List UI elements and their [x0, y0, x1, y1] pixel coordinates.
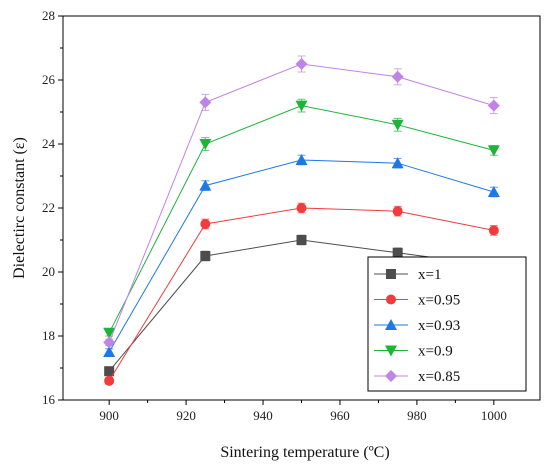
y-tick-label: 28	[42, 8, 55, 23]
data-point	[391, 157, 404, 169]
data-point	[487, 186, 500, 197]
x-tick-label: 1000	[481, 408, 507, 423]
data-point	[487, 145, 500, 157]
axes-layer: 900 920 940 960 980 1000 16 18 20 22 24 26 28	[42, 8, 541, 423]
data-point	[103, 327, 116, 339]
legend-box	[367, 256, 527, 392]
y-tick-label: 24	[42, 136, 56, 151]
legend: x=1 x=0.95 x=0.93 x=0.9 x=0.85	[367, 256, 527, 392]
y-axis-title: Dielectirc constant (ε)	[11, 137, 28, 279]
legend-label: x=0.85	[418, 369, 460, 385]
y-tick-label: 20	[42, 264, 55, 279]
x-tick-label: 980	[407, 408, 427, 423]
data-point	[392, 206, 403, 217]
x-tick-label: 920	[176, 408, 196, 423]
data-point	[488, 225, 499, 236]
data-point	[200, 251, 211, 261]
data-point	[392, 247, 403, 258]
series-3	[103, 154, 500, 357]
data-point	[295, 154, 308, 165]
legend-marker	[385, 319, 397, 330]
data-point	[104, 366, 115, 377]
data-point	[104, 375, 115, 386]
x-tick-label: 900	[99, 408, 119, 423]
data-point	[103, 346, 116, 357]
y-tick-label: 16	[42, 392, 56, 407]
data-point	[199, 96, 212, 109]
data-point	[200, 219, 211, 229]
x-tick-label: 940	[253, 408, 273, 423]
legend-marker	[386, 269, 396, 279]
data-point	[295, 100, 308, 112]
data-point	[295, 58, 308, 70]
series-2	[104, 202, 499, 386]
legend-marker	[385, 370, 397, 382]
legend-label: x=0.9	[418, 344, 453, 360]
legend-label: x=1	[418, 267, 441, 283]
legend-label: x=0.95	[418, 293, 460, 309]
data-point	[487, 99, 500, 112]
series-4	[103, 98, 500, 339]
data-point	[391, 70, 404, 83]
legend-label: x=0.93	[418, 318, 460, 334]
data-point	[199, 139, 212, 150]
legend-marker	[386, 294, 396, 305]
data-point	[103, 336, 116, 349]
y-tick-label: 22	[42, 200, 55, 215]
data-point	[296, 203, 307, 213]
series-5	[103, 55, 500, 349]
x-axis-title: Sintering temperature (ºC)	[220, 444, 389, 461]
legend-marker	[385, 345, 397, 357]
y-tick-label: 26	[42, 72, 56, 87]
y-tick-label: 18	[42, 328, 55, 343]
x-tick-label: 960	[330, 408, 350, 423]
data-point	[199, 179, 212, 191]
data-point	[391, 119, 404, 131]
data-point	[296, 235, 307, 245]
